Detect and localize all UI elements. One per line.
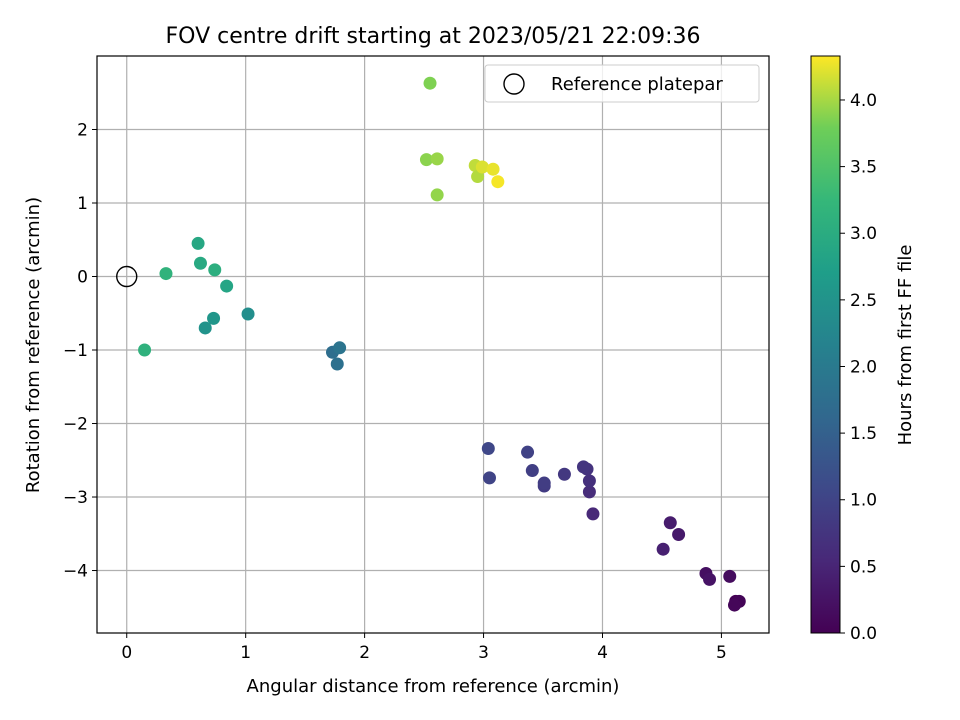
data-point <box>482 471 496 485</box>
data-point <box>423 76 437 90</box>
data-point <box>330 357 344 371</box>
data-point <box>198 321 212 335</box>
x-tick-label: 1 <box>240 643 251 663</box>
data-point <box>207 311 221 325</box>
data-point <box>521 445 535 459</box>
data-point <box>475 160 489 174</box>
colorbar: 0.0 0.5 1.0 1.5 2.0 2.5 3.0 3.5 4.0 Hours from f… <box>810 55 916 644</box>
data-point <box>241 307 255 321</box>
data-point <box>430 188 444 202</box>
colorbar-tick-label: 3.0 <box>850 224 877 244</box>
reference-point <box>116 265 138 288</box>
data-point <box>208 263 222 277</box>
data-point <box>557 467 571 481</box>
x-tick-label: 3 <box>478 643 489 663</box>
colorbar-tick-label: 3.5 <box>850 158 877 178</box>
chart-title: FOV centre drift starting at 2023/05/21 … <box>166 24 701 49</box>
grid <box>97 56 769 633</box>
x-tick-label: 4 <box>597 643 608 663</box>
colorbar-ticks: 0.0 0.5 1.0 1.5 2.0 2.5 3.0 3.5 4.0 <box>840 91 877 644</box>
y-tick-label: 2 <box>77 121 88 141</box>
legend: Reference platepar <box>484 64 760 103</box>
data-point <box>586 507 600 521</box>
data-point <box>220 279 234 293</box>
data-point <box>191 236 205 250</box>
data-point <box>159 267 173 281</box>
data-point <box>525 464 539 478</box>
data-point <box>663 516 677 530</box>
legend-label: Reference platepar <box>551 74 723 95</box>
x-tick-label: 0 <box>121 643 132 663</box>
data-points <box>138 76 746 612</box>
y-axis-label: Rotation from reference (arcmin) <box>23 197 44 493</box>
data-point <box>430 152 444 166</box>
data-point <box>728 598 742 612</box>
data-point <box>582 485 596 499</box>
legend-box <box>484 64 760 103</box>
data-point <box>486 162 500 176</box>
data-point <box>723 569 737 583</box>
colorbar-tick-label: 2.0 <box>850 357 877 377</box>
colorbar-gradient <box>810 55 841 634</box>
colorbar-tick-label: 2.5 <box>850 291 877 311</box>
y-tick-label: −3 <box>63 488 88 508</box>
y-axis-ticks: −4 −3 −2 −1 0 1 2 <box>63 121 97 582</box>
data-point <box>193 256 207 270</box>
x-tick-label: 2 <box>359 643 370 663</box>
reference-marker <box>116 265 138 288</box>
colorbar-tick-label: 1.5 <box>850 424 877 444</box>
y-tick-label: −4 <box>63 562 88 582</box>
colorbar-label: Hours from first FF file <box>895 245 916 446</box>
data-point <box>537 476 551 490</box>
y-tick-label: −2 <box>63 415 88 435</box>
colorbar-tick-label: 4.0 <box>850 91 877 111</box>
x-axis-ticks: 0 1 2 3 4 5 <box>121 633 727 663</box>
data-point <box>333 341 347 355</box>
x-tick-label: 5 <box>716 643 727 663</box>
colorbar-tick-label: 0.0 <box>850 624 877 644</box>
legend-marker-open-circle <box>503 73 525 95</box>
y-tick-label: 0 <box>77 268 88 288</box>
y-tick-label: 1 <box>77 194 88 214</box>
data-point <box>703 572 717 586</box>
plot-frame <box>96 55 770 634</box>
data-point <box>138 343 152 357</box>
colorbar-tick-label: 1.0 <box>850 491 877 511</box>
x-axis-label: Angular distance from reference (arcmin) <box>247 676 620 697</box>
data-point <box>672 528 686 542</box>
data-point <box>419 153 433 167</box>
data-point <box>656 542 670 556</box>
data-point <box>481 442 495 456</box>
data-point <box>491 175 505 189</box>
data-point <box>576 460 590 474</box>
data-point <box>582 474 596 488</box>
colorbar-tick-label: 0.5 <box>850 557 877 577</box>
y-tick-label: −1 <box>63 341 88 361</box>
